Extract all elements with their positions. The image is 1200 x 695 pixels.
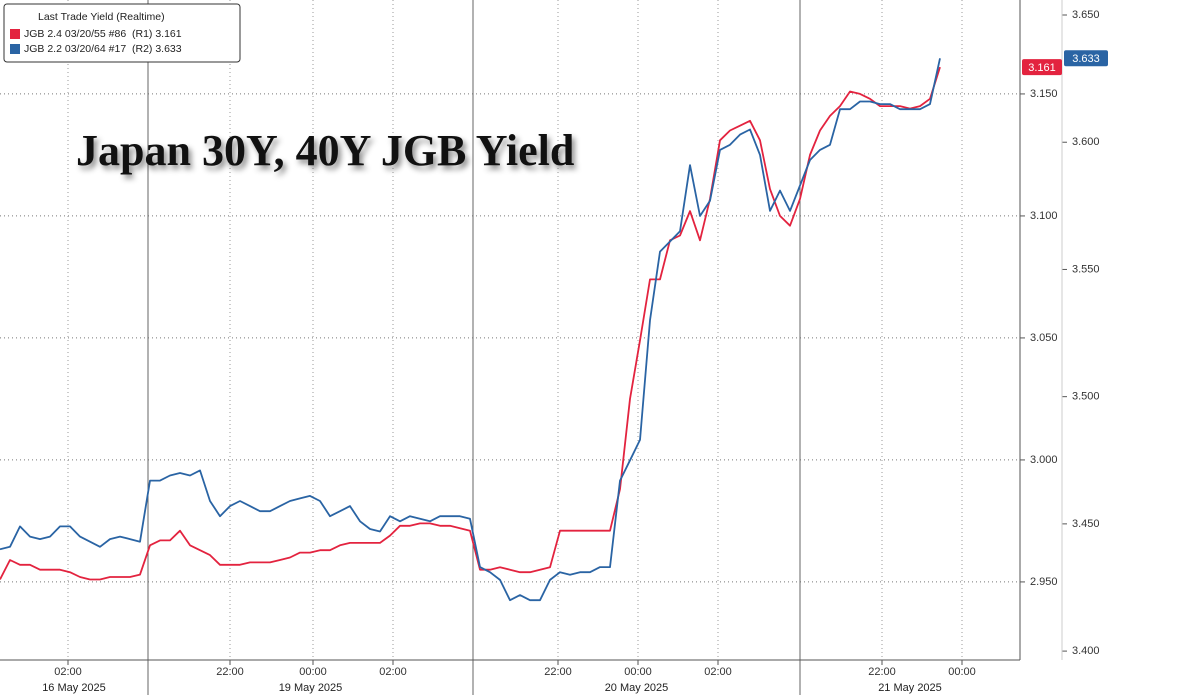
last-value-box bbox=[1022, 59, 1062, 76]
y2-tick-label: 3.400 bbox=[1072, 645, 1100, 657]
x-tick-label: 22:00 bbox=[216, 666, 244, 678]
y-tick-label: 3.000 bbox=[1030, 454, 1058, 466]
y2-tick-label: 3.450 bbox=[1072, 518, 1100, 530]
legend: Last Trade Yield (Realtime) JGB 2.4 03/20… bbox=[3, 3, 241, 63]
grid-layer bbox=[0, 0, 1020, 660]
y-tick-label: 2.950 bbox=[1030, 576, 1058, 588]
x-tick-label: 02:00 bbox=[54, 666, 82, 678]
x-tick-label: 00:00 bbox=[624, 666, 652, 678]
y-tick-label: 3.150 bbox=[1030, 88, 1058, 100]
y2-tick-label: 3.500 bbox=[1072, 391, 1100, 403]
last-value-label: 3.161 bbox=[1028, 62, 1056, 74]
chart-title: Japan 30Y, 40Y JGB Yield bbox=[76, 126, 574, 175]
y2-tick-label: 3.650 bbox=[1072, 9, 1100, 21]
legend-swatch bbox=[10, 44, 20, 54]
y-tick-label: 3.050 bbox=[1030, 332, 1058, 344]
x-tick-label: 22:00 bbox=[544, 666, 572, 678]
series-line bbox=[0, 66, 941, 581]
last-value-label: 3.633 bbox=[1072, 53, 1100, 65]
y2-tick-label: 3.600 bbox=[1072, 136, 1100, 148]
last-value-box bbox=[1064, 50, 1108, 67]
legend-title: Last Trade Yield (Realtime) bbox=[38, 11, 165, 23]
x-tick-label: 02:00 bbox=[704, 666, 732, 678]
date-label: 19 May 2025 bbox=[279, 682, 343, 694]
y-tick-label: 3.100 bbox=[1030, 210, 1058, 222]
date-label: 16 May 2025 bbox=[42, 682, 106, 694]
x-tick-label: 00:00 bbox=[948, 666, 976, 678]
legend-swatch bbox=[10, 29, 20, 39]
date-label: 21 May 2025 bbox=[878, 682, 942, 694]
y2-tick-label: 3.550 bbox=[1072, 263, 1100, 275]
date-label: 20 May 2025 bbox=[605, 682, 669, 694]
series-line bbox=[0, 58, 941, 602]
legend-label: JGB 2.2 03/20/64 #17 (R2) 3.633 bbox=[24, 43, 182, 55]
legend-label: JGB 2.4 03/20/55 #86 (R1) 3.161 bbox=[24, 28, 182, 40]
x-tick-label: 00:00 bbox=[299, 666, 327, 678]
x-tick-label: 22:00 bbox=[868, 666, 896, 678]
legend-box bbox=[3, 3, 241, 63]
x-tick-label: 02:00 bbox=[379, 666, 407, 678]
